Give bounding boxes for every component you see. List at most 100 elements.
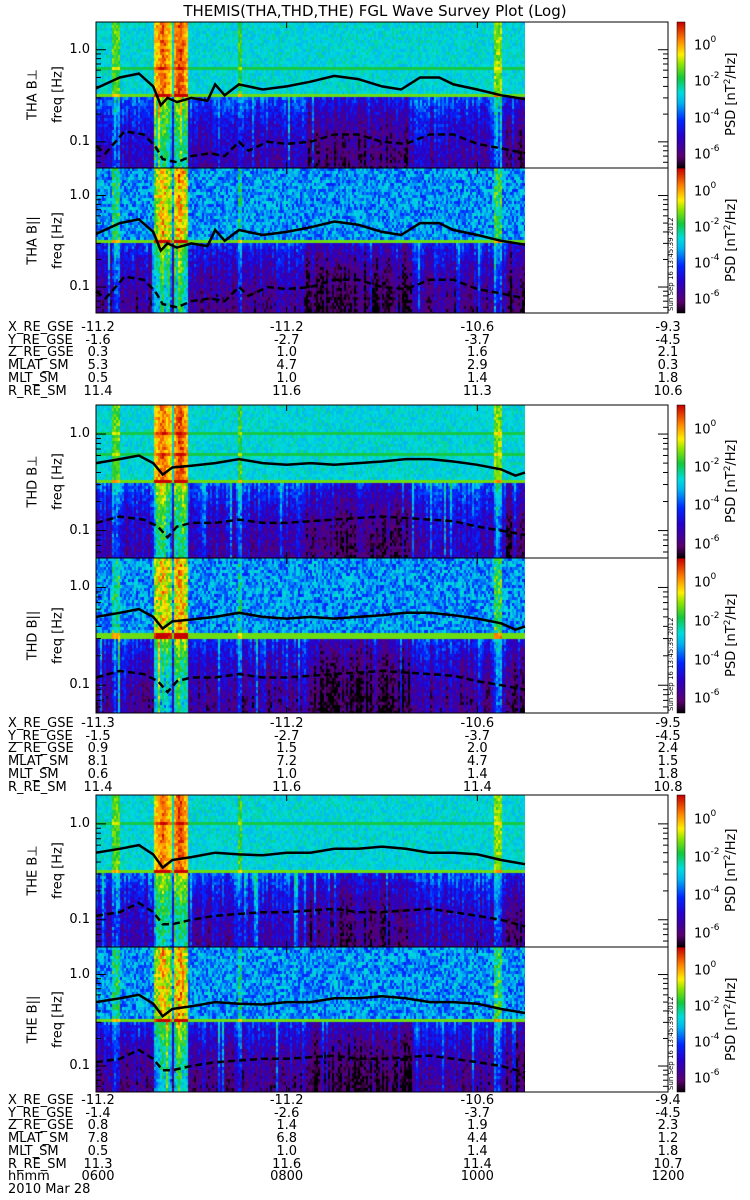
tick-exponent: -2 [710, 610, 720, 621]
tick-base: 10 [694, 812, 711, 828]
tick-exponent: -2 [710, 216, 720, 227]
colorbar-frame [676, 167, 686, 314]
ephemeris-value: 11.3 [462, 383, 492, 399]
ephemeris-value: 1.4 [466, 766, 488, 782]
ephemeris-value: -11.2 [81, 1093, 115, 1108]
ephemeris-value: 0.5 [87, 1143, 109, 1159]
ephemeris-value: 1.0 [276, 1143, 297, 1159]
tick-exponent: -4 [710, 1032, 720, 1043]
ephemeris-label: X_RE_GSE [8, 320, 74, 335]
ephemeris-label: MLT_SM [8, 766, 59, 782]
colorbar-tick-label: 10-6 [694, 923, 720, 941]
ephemeris-value: -3.7 [464, 332, 491, 348]
ephemeris-value: 1.0 [276, 370, 297, 386]
ephemeris-value: -1.4 [85, 1105, 111, 1121]
tick-exponent: -6 [710, 144, 720, 155]
y-tick-label: 1.0 [69, 815, 90, 831]
y-tick-label: 0.1 [69, 911, 90, 927]
tick-exponent: 0 [710, 418, 717, 429]
ephemeris-value: 6.8 [276, 1131, 297, 1147]
colorbar-tick-label: 10-2 [694, 610, 720, 629]
tick-exponent: -2 [710, 995, 720, 1006]
ephemeris-value: 2.4 [657, 741, 679, 757]
colorbar-frame [676, 404, 686, 559]
tick-exponent: -6 [710, 533, 720, 544]
y-tick-label: 0.1 [69, 279, 90, 295]
tick-base: 10 [694, 691, 711, 707]
ephemeris-label: Y_RE_GSE [8, 1105, 73, 1121]
ephemeris-value: 1.4 [276, 1118, 297, 1134]
ephemeris-label: R_RE_SM [8, 383, 67, 399]
colorbar [677, 22, 685, 168]
ephemeris-value: 11.4 [83, 383, 113, 399]
colorbar-tick-label: 10-6 [694, 533, 720, 552]
ephemeris-label: X_RE_GSE [8, 1093, 74, 1108]
ephemeris-value: 1.4 [466, 370, 488, 386]
solid-line-trace [95, 217, 526, 253]
colorbar [677, 405, 685, 558]
tick-base: 10 [694, 111, 711, 127]
colorbar-tick-label: 10-6 [694, 1068, 720, 1086]
ephemeris-value: 0.6 [87, 766, 109, 782]
y-tick-label: 0.1 [69, 522, 90, 538]
spectrogram-heatmap [96, 795, 525, 947]
ephemeris-value: -10.6 [460, 320, 495, 335]
ephemeris-value: -3.7 [464, 1105, 491, 1121]
tick-base: 10 [694, 653, 711, 669]
time-tick-label: 0800 [270, 1169, 304, 1185]
dashed-line-trace [95, 129, 526, 164]
panel-frame [95, 794, 669, 948]
ephemeris-value: 8.1 [87, 754, 109, 770]
y-tick-label: 0.1 [69, 677, 90, 693]
ephemeris-value: -1.6 [85, 332, 111, 348]
ephemeris-label: MLT_SM [8, 370, 59, 386]
panel-frame [95, 404, 669, 559]
colorbar-tick-label: 10-4 [694, 495, 720, 513]
colorbar-tick-label: 10-4 [694, 885, 720, 903]
ephemeris-value: -10.6 [460, 1093, 495, 1108]
ephemeris-label: Z_RE_GSE [8, 741, 74, 757]
ephemeris-value: -4.5 [655, 1105, 681, 1121]
colorbar-tick-label: 100 [694, 808, 717, 828]
ephemeris-label: Y_RE_GSE [8, 332, 73, 348]
colorbar-tick-label: 10-6 [694, 688, 720, 707]
tick-exponent: 0 [710, 572, 717, 583]
colorbar-tick-label: 100 [694, 960, 716, 978]
dashed-line-trace [95, 275, 526, 309]
tick-exponent: 0 [710, 808, 717, 819]
ephemeris-label: R_RE_SM [8, 779, 67, 795]
solid-line-trace [95, 993, 526, 1018]
ephemeris-value: 5.3 [87, 358, 109, 374]
colorbar-tick-label: 100 [694, 572, 717, 590]
ephemeris-value: 2.9 [466, 358, 488, 374]
ephemeris-label: MLAT_SM [8, 358, 69, 374]
colorbar-tick-label: 100 [694, 181, 716, 199]
tick-base: 10 [694, 147, 711, 163]
colorbar-tick-label: 10-4 [694, 1032, 720, 1050]
dashed-line-trace [95, 901, 526, 928]
ephemeris-value: 1.9 [466, 1118, 488, 1134]
ephemeris-value: -11.2 [269, 1093, 304, 1108]
ephemeris-value: 7.2 [276, 754, 297, 770]
tick-base: 10 [694, 460, 711, 476]
ephemeris-value: 1.5 [657, 754, 679, 770]
ephemeris-value: 11.6 [272, 383, 302, 399]
ephemeris-value: -11.2 [269, 716, 304, 731]
colorbar-tick-label: 10-6 [694, 144, 720, 163]
ephemeris-value: 11.3 [83, 1156, 113, 1172]
ephemeris-value: 10.7 [653, 1156, 683, 1172]
ephemeris-label: Z_RE_GSE [8, 1118, 74, 1134]
y-tick-label: 1.0 [69, 187, 90, 203]
ephemeris-value: 1.8 [657, 766, 679, 782]
ephemeris-value: 0.3 [87, 345, 109, 361]
ephemeris-value: 1.8 [657, 370, 679, 386]
colorbar-tick-label: 10-2 [694, 216, 720, 235]
colorbar-tick-label: 10-2 [694, 995, 720, 1015]
spectrogram-heatmap [96, 168, 525, 313]
tick-base: 10 [694, 999, 711, 1015]
y-tick-label: 0.1 [69, 133, 90, 149]
ephemeris-value: 4.7 [276, 358, 297, 374]
tick-base: 10 [694, 422, 711, 438]
ephemeris-value: -11.2 [269, 320, 304, 335]
